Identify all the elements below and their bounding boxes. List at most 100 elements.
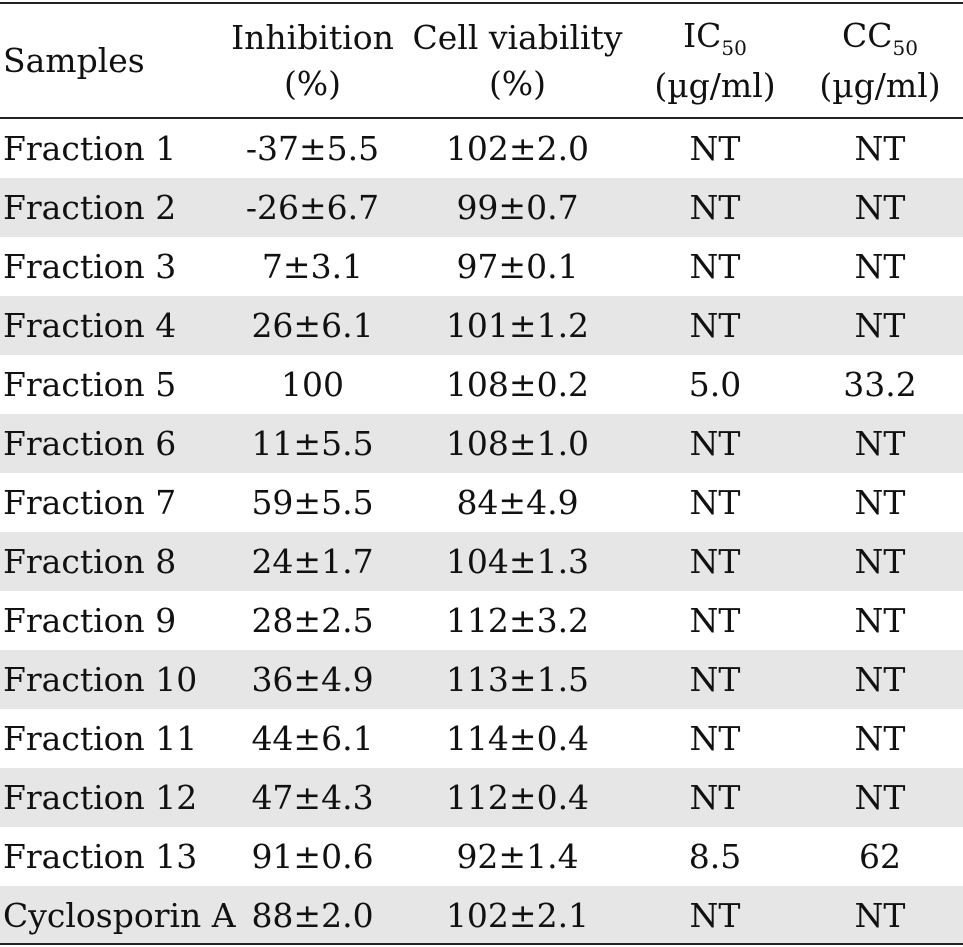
cell-viability: 101±1.2: [445, 306, 590, 345]
table-row: Fraction 4 26±6.1 101±1.2 NT NT: [0, 296, 963, 355]
cell-cc50: NT: [854, 778, 906, 817]
cell-inhibition: 26±6.1: [251, 306, 374, 345]
cell-inhibition: 88±2.0: [251, 896, 374, 935]
cell-inhibition: 59±5.5: [251, 483, 374, 522]
header-ic50: IC50 (µg/ml): [640, 4, 790, 117]
top-rule: [0, 2, 963, 4]
table-row: Fraction 6 11±5.5 108±1.0 NT NT: [0, 414, 963, 473]
cell-cc50: 33.2: [843, 365, 917, 404]
header-inhibition-line1: Inhibition: [231, 17, 394, 57]
table-row: Cyclosporin A 88±2.0 102±2.1 NT NT: [0, 886, 963, 945]
table-row: Fraction 11 44±6.1 114±0.4 NT NT: [0, 709, 963, 768]
table-header: Samples Inhibition (%) Cell viability (%…: [0, 4, 963, 117]
cell-cc50: NT: [854, 424, 906, 463]
cell-viability: 112±3.2: [445, 601, 590, 640]
cell-sample: Fraction 10: [3, 660, 198, 699]
table-row: Fraction 2 -26±6.7 99±0.7 NT NT: [0, 178, 963, 237]
cell-cc50: 62: [859, 837, 901, 876]
table-row: Fraction 5 100 108±0.2 5.0 33.2: [0, 355, 963, 414]
cell-cc50: NT: [854, 188, 906, 227]
cell-cc50: NT: [854, 542, 906, 581]
table-body: Fraction 1 -37±5.5 102±2.0 NT NT Fractio…: [0, 119, 963, 945]
cell-ic50: NT: [689, 601, 741, 640]
cell-viability: 112±0.4: [445, 778, 590, 817]
cell-viability: 108±0.2: [445, 365, 590, 404]
cell-inhibition: -37±5.5: [245, 129, 380, 168]
cell-ic50: NT: [689, 483, 741, 522]
cell-viability: 102±2.1: [445, 896, 590, 935]
cell-inhibition: 91±0.6: [251, 837, 374, 876]
cell-sample: Fraction 2: [3, 188, 177, 227]
header-ic50-main: IC: [683, 15, 722, 55]
cell-cc50: NT: [854, 247, 906, 286]
cell-ic50: NT: [689, 896, 741, 935]
cell-inhibition: 7±3.1: [261, 247, 364, 286]
cell-cc50: NT: [854, 896, 906, 935]
cell-inhibition: 11±5.5: [251, 424, 374, 463]
cell-sample: Fraction 9: [3, 601, 177, 640]
table-row: Fraction 8 24±1.7 104±1.3 NT NT: [0, 532, 963, 591]
cell-viability: 92±1.4: [456, 837, 579, 876]
cell-inhibition: -26±6.7: [245, 188, 380, 227]
table-row: Fraction 13 91±0.6 92±1.4 8.5 62: [0, 827, 963, 886]
cell-cc50: NT: [854, 719, 906, 758]
cell-ic50: NT: [689, 719, 741, 758]
header-ic50-unit: (µg/ml): [654, 65, 776, 105]
header-samples: Samples: [3, 4, 223, 117]
cell-sample: Fraction 4: [3, 306, 177, 345]
cell-ic50: NT: [689, 424, 741, 463]
cell-ic50: NT: [689, 129, 741, 168]
header-cc50-unit: (µg/ml): [819, 65, 941, 105]
cell-ic50: NT: [689, 660, 741, 699]
bottom-rule: [0, 943, 963, 945]
cell-ic50: NT: [689, 306, 741, 345]
cell-viability: 102±2.0: [445, 129, 590, 168]
table-row: Fraction 10 36±4.9 113±1.5 NT NT: [0, 650, 963, 709]
cell-ic50: 8.5: [688, 837, 742, 876]
header-rule: [0, 117, 963, 119]
header-samples-label: Samples: [3, 40, 145, 80]
cell-ic50: NT: [689, 188, 741, 227]
header-ic50-label: IC50: [683, 13, 747, 63]
cell-sample: Fraction 5: [3, 365, 177, 404]
cell-cc50: NT: [854, 306, 906, 345]
cell-ic50: NT: [689, 247, 741, 286]
cell-cc50: NT: [854, 660, 906, 699]
table-row: Fraction 3 7±3.1 97±0.1 NT NT: [0, 237, 963, 296]
header-cc50-label: CC50: [842, 13, 918, 63]
cell-sample: Fraction 12: [3, 778, 198, 817]
cell-sample: Fraction 7: [3, 483, 177, 522]
header-inhibition-line2: (%): [283, 63, 342, 103]
cell-sample: Fraction 8: [3, 542, 177, 581]
header-cc50: CC50 (µg/ml): [805, 4, 955, 117]
table-row: Fraction 7 59±5.5 84±4.9 NT NT: [0, 473, 963, 532]
cell-sample: Fraction 6: [3, 424, 177, 463]
table-row: Fraction 12 47±4.3 112±0.4 NT NT: [0, 768, 963, 827]
cell-viability: 84±4.9: [456, 483, 579, 522]
table-row: Fraction 9 28±2.5 112±3.2 NT NT: [0, 591, 963, 650]
cell-viability: 99±0.7: [456, 188, 579, 227]
cell-inhibition: 36±4.9: [251, 660, 374, 699]
cell-viability: 113±1.5: [445, 660, 590, 699]
cell-sample: Fraction 3: [3, 247, 177, 286]
cell-inhibition: 47±4.3: [251, 778, 374, 817]
cell-inhibition: 24±1.7: [251, 542, 374, 581]
header-cell-viability: Cell viability (%): [410, 4, 625, 117]
cell-viability: 114±0.4: [445, 719, 590, 758]
cell-ic50: NT: [689, 542, 741, 581]
header-inhibition: Inhibition (%): [225, 4, 400, 117]
cell-ic50: 5.0: [688, 365, 742, 404]
cell-cc50: NT: [854, 129, 906, 168]
cell-inhibition: 44±6.1: [251, 719, 374, 758]
cell-inhibition: 28±2.5: [251, 601, 374, 640]
header-cc50-subscript: 50: [892, 35, 918, 60]
cell-sample: Cyclosporin A: [3, 896, 236, 935]
cell-cc50: NT: [854, 483, 906, 522]
header-viability-line2: (%): [488, 63, 547, 103]
cell-cc50: NT: [854, 601, 906, 640]
cell-sample: Fraction 1: [3, 129, 177, 168]
header-cc50-main: CC: [842, 15, 893, 55]
cell-sample: Fraction 13: [3, 837, 198, 876]
header-ic50-subscript: 50: [721, 35, 747, 60]
cell-inhibition: 100: [281, 365, 344, 404]
